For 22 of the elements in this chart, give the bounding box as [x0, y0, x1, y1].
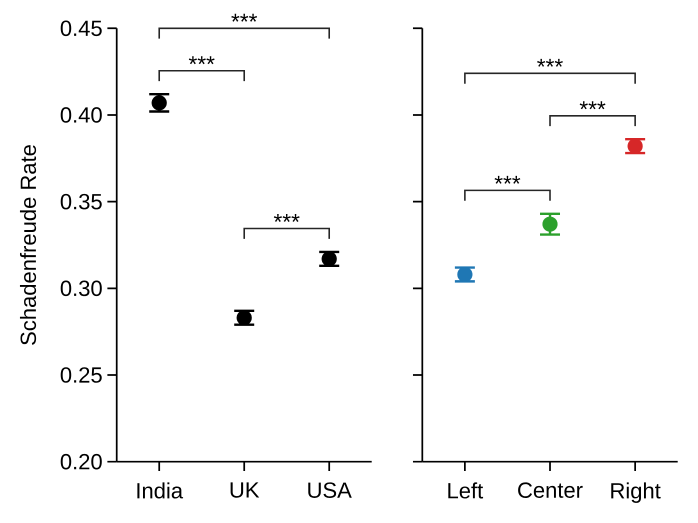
point — [152, 95, 167, 110]
annotation: *** — [580, 101, 606, 110]
annotation: *** — [188, 56, 215, 64]
y-tick-label: 0.45 — [60, 20, 102, 36]
x-tick-label: USA — [308, 482, 352, 498]
y-axis-title: Schadenfreude Rate — [20, 145, 36, 345]
annotation: *** — [274, 214, 300, 222]
x-tick-label: Right — [611, 482, 661, 503]
y-tick-label: 0.40 — [60, 107, 102, 123]
y-tick-label: 0.20 — [60, 454, 102, 470]
x-tick-label: Center — [518, 482, 583, 498]
x-tick-label: India — [137, 482, 184, 499]
x-tick-label: UK — [230, 482, 260, 498]
x-tick-label: Left — [448, 482, 484, 499]
y-tick-label: 0.35 — [60, 194, 102, 210]
annotation: *** — [537, 58, 563, 67]
y-tick-label: 0.25 — [60, 367, 102, 383]
annotation: *** — [494, 176, 520, 184]
point — [322, 251, 337, 266]
text: *** — [231, 14, 258, 22]
point — [236, 310, 252, 326]
y-tick-label: 0.30 — [60, 280, 102, 296]
